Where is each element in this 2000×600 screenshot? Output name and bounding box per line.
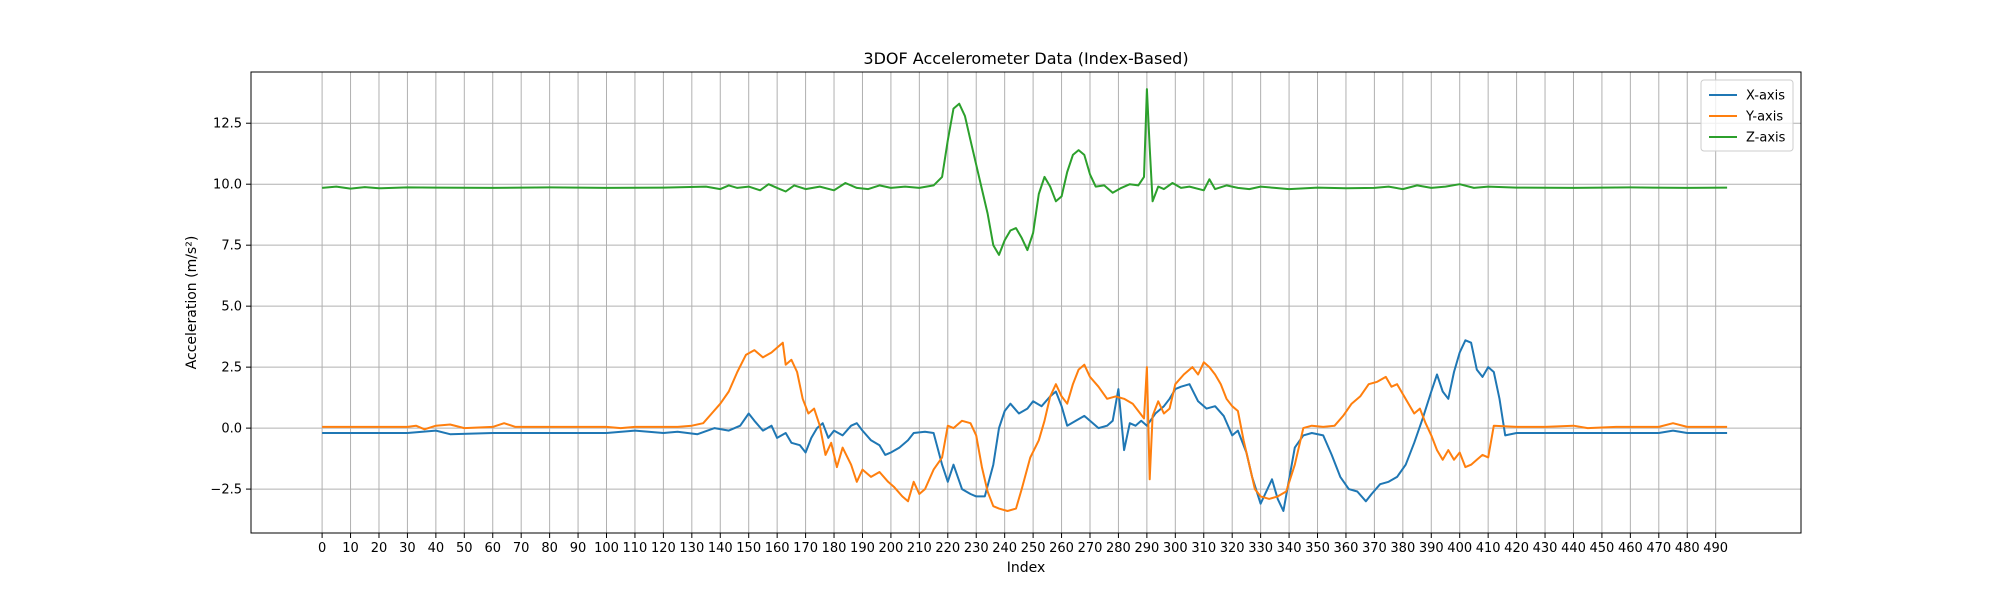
x-tick-label: 430	[1533, 541, 1558, 556]
x-tick-label: 380	[1390, 541, 1415, 556]
x-tick-label: 360	[1334, 541, 1359, 556]
x-tick-label: 420	[1504, 541, 1529, 556]
plot-area-frame	[250, 71, 1802, 534]
x-tick-label: 240	[992, 541, 1017, 556]
legend-label: Z-axis	[1746, 131, 1786, 146]
legend: X-axis Y-axis Z-axis	[1700, 79, 1794, 152]
x-tick-label: 110	[623, 541, 648, 556]
series-group	[322, 88, 1728, 512]
x-tick-label: 80	[541, 541, 558, 556]
x-tick-label: 330	[1248, 541, 1273, 556]
x-tick-label: 250	[1021, 541, 1046, 556]
x-tick-label: 140	[708, 541, 733, 556]
legend-label: X-axis	[1746, 89, 1785, 104]
legend-box	[1700, 79, 1794, 152]
x-tick-label: 310	[1191, 541, 1216, 556]
x-tick-label: 400	[1447, 541, 1472, 556]
x-tick-label: 120	[651, 541, 676, 556]
x-tick-label: 320	[1220, 541, 1245, 556]
x-tick-label: 60	[484, 541, 501, 556]
x-tick-label: 70	[513, 541, 530, 556]
x-tick-label: 150	[736, 541, 761, 556]
x-tick-label: 220	[935, 541, 960, 556]
x-tick-label: 450	[1590, 541, 1615, 556]
x-tick-label: 260	[1049, 541, 1074, 556]
y-axis-label: Acceleration (m/s²)	[184, 236, 200, 370]
x-tick-label: 460	[1618, 541, 1643, 556]
x-tick-label: 130	[679, 541, 704, 556]
x-tick-label: 410	[1476, 541, 1501, 556]
x-tick-label: 470	[1646, 541, 1671, 556]
x-tick-label: 190	[850, 541, 875, 556]
series-line-x-axis	[322, 339, 1728, 512]
y-tick-label: 10.0	[213, 178, 242, 193]
x-tick-label: 270	[1078, 541, 1103, 556]
x-tick-label: 200	[878, 541, 903, 556]
x-tick-label: 230	[964, 541, 989, 556]
x-tick-label: 350	[1305, 541, 1330, 556]
x-tick-label: 50	[456, 541, 473, 556]
y-tick-label: −2.5	[210, 483, 242, 498]
x-tick-label: 370	[1362, 541, 1387, 556]
y-tick-label: 0.0	[221, 422, 242, 437]
x-tick-label: 160	[765, 541, 790, 556]
x-tick-label: 170	[793, 541, 818, 556]
x-axis-label: Index	[1007, 560, 1046, 576]
y-tick-label: 5.0	[221, 300, 242, 315]
x-tick-label: 280	[1106, 541, 1131, 556]
grid	[251, 72, 1801, 533]
x-tick-label: 0	[318, 541, 326, 556]
legend-label: Y-axis	[1745, 110, 1783, 125]
x-tick-label: 390	[1419, 541, 1444, 556]
y-tick-label: 2.5	[221, 361, 242, 376]
chart-title: 3DOF Accelerometer Data (Index-Based)	[863, 49, 1188, 68]
x-tick-label: 90	[570, 541, 587, 556]
x-tick-label: 210	[907, 541, 932, 556]
x-tick-label: 100	[594, 541, 619, 556]
x-tick-label: 490	[1703, 541, 1728, 556]
x-tick-label: 290	[1134, 541, 1159, 556]
x-tick-label: 440	[1561, 541, 1586, 556]
x-tick-label: 20	[371, 541, 388, 556]
x-tick-label: 300	[1163, 541, 1188, 556]
x-tick-label: 480	[1675, 541, 1700, 556]
x-tick-label: 10	[342, 541, 359, 556]
ticks: 0 10 20 30 40 50 60 70 80 90 100 110 120 130 140 150 160…	[210, 117, 1728, 556]
x-tick-label: 180	[822, 541, 847, 556]
series-line-z-axis	[322, 88, 1728, 256]
x-tick-label: 30	[399, 541, 416, 556]
series-line-y-axis	[322, 341, 1728, 512]
x-tick-label: 340	[1277, 541, 1302, 556]
x-tick-label: 40	[428, 541, 445, 556]
y-tick-label: 12.5	[213, 117, 242, 132]
y-tick-label: 7.5	[221, 239, 242, 254]
